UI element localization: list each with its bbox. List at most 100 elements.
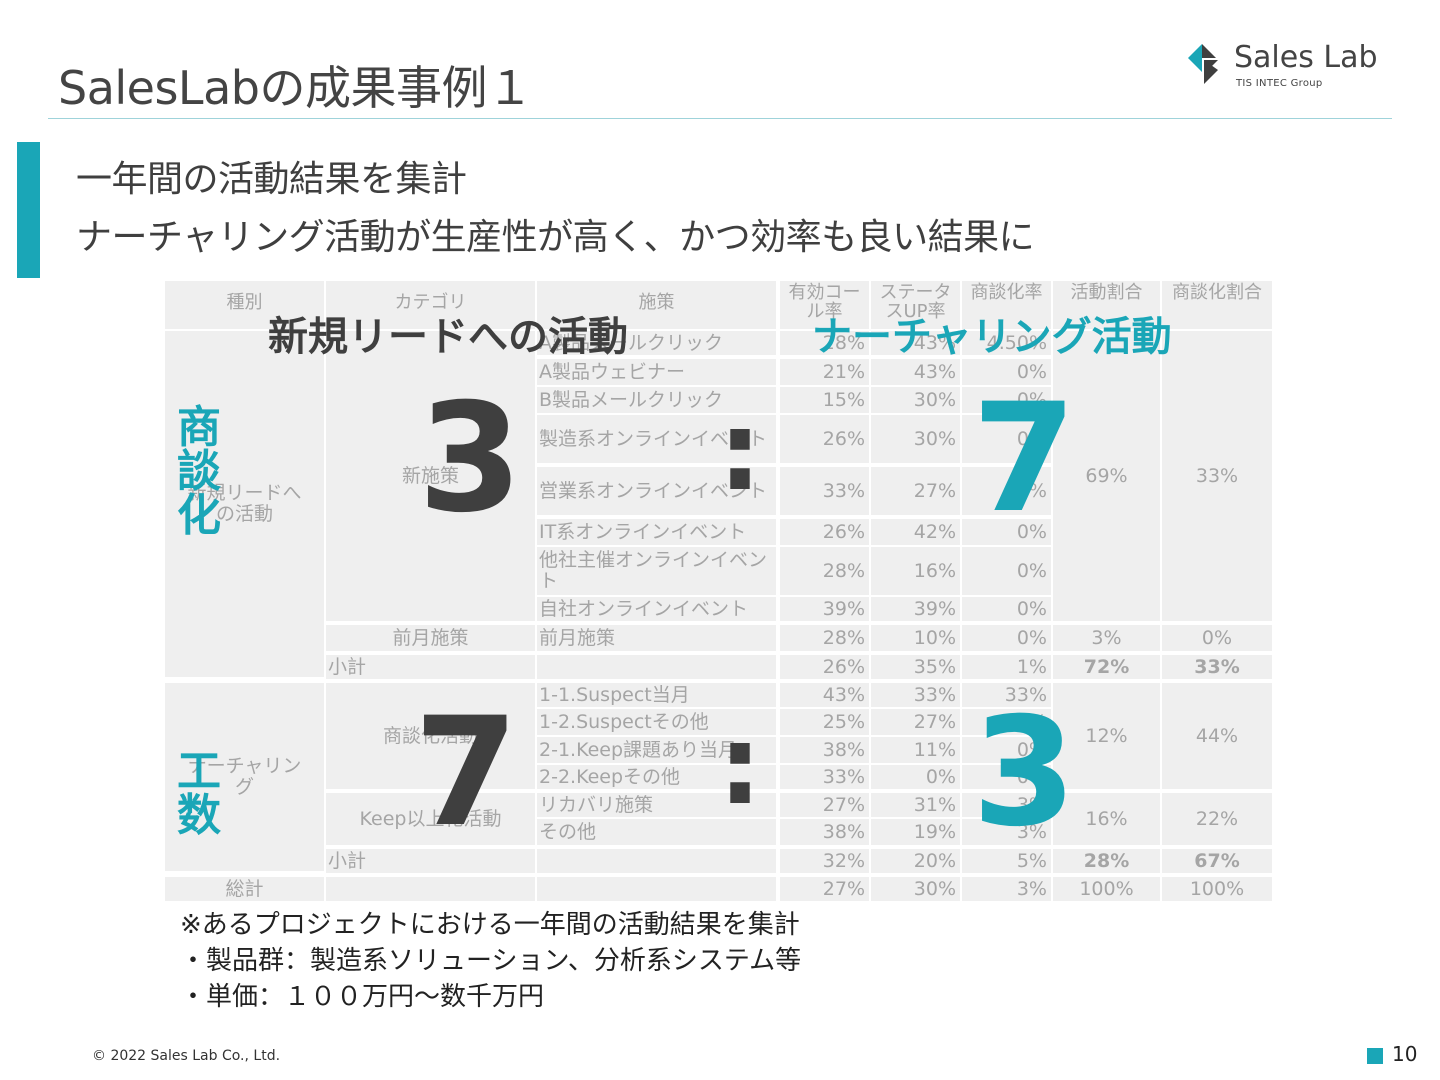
table-cell: 0% bbox=[962, 467, 1051, 515]
table-cell: 30% bbox=[871, 415, 960, 463]
page-number: 10 bbox=[1392, 1042, 1418, 1066]
table-cell: 19% bbox=[871, 819, 960, 845]
subtotal-cell: 35% bbox=[871, 655, 960, 679]
overlay-new-leads-heading: 新規リードへの活動 bbox=[268, 314, 628, 360]
ratio-effort-new: 7 bbox=[414, 686, 519, 860]
logo-name: Sales Lab bbox=[1234, 40, 1378, 75]
header-type: 種別 bbox=[165, 281, 324, 329]
table-row: 1-2.Suspectその他 bbox=[537, 709, 776, 735]
table-row: 製造系オンラインイベント bbox=[537, 415, 776, 463]
header-deal-rate: 商談化率 bbox=[962, 281, 1051, 329]
new-activity-share: 69% bbox=[1053, 331, 1160, 621]
headline-line-1: 一年間の活動結果を集計 bbox=[76, 159, 467, 200]
total-cell: 100% bbox=[1053, 877, 1160, 901]
table-row: 1-1.Suspect当月 bbox=[537, 683, 776, 707]
table-row: 営業系オンラインイベント bbox=[537, 467, 776, 515]
note-line: ・製品群：製造系ソリューション、分析系システム等 bbox=[180, 946, 802, 976]
subtotal-cell: 67% bbox=[1162, 849, 1272, 873]
table-cell: 33% bbox=[962, 683, 1051, 707]
table-cell: 33% bbox=[871, 683, 960, 707]
ratio-deal-nurture: 7 bbox=[972, 372, 1077, 546]
subtotal-cell: 20% bbox=[871, 849, 960, 873]
table-row: その他 bbox=[537, 819, 776, 845]
table-cell: 43% bbox=[780, 683, 869, 707]
table-cell: 0% bbox=[962, 519, 1051, 545]
overlay-nurturing-heading: ナーチャリング活動 bbox=[812, 314, 1172, 360]
table-cell: 3% bbox=[962, 819, 1051, 845]
table-cell: 43% bbox=[871, 331, 960, 355]
subtotal-cell: 26% bbox=[780, 655, 869, 679]
table-row: 他社主催オンラインイベント bbox=[537, 547, 776, 595]
overlay-effort-label: 工数 bbox=[174, 750, 224, 838]
subtotal-cell: 33% bbox=[1162, 655, 1272, 679]
table-cell: 16% bbox=[871, 547, 960, 595]
header-category: カテゴリ bbox=[326, 281, 535, 329]
table-row: A製品ウェビナー bbox=[537, 359, 776, 385]
table-cell: 27% bbox=[871, 467, 960, 515]
table-cell: 42% bbox=[871, 519, 960, 545]
logo-mark-icon bbox=[1188, 44, 1218, 84]
table-cell: 11% bbox=[871, 737, 960, 763]
total-blank bbox=[537, 877, 776, 901]
keep-deal-share: 22% bbox=[1162, 793, 1272, 845]
table-cell: 0% bbox=[962, 359, 1051, 385]
ratio-deal-separator: : bbox=[718, 387, 762, 515]
table-cell: 39% bbox=[871, 597, 960, 621]
table-cell: 3% bbox=[962, 793, 1051, 817]
subtotal-nurture-blank bbox=[537, 849, 776, 873]
table-cell: 38% bbox=[780, 737, 869, 763]
table-cell: 0% bbox=[962, 737, 1051, 763]
header-measure: 施策 bbox=[537, 281, 776, 329]
page-title: SalesLabの成果事例１ bbox=[58, 61, 533, 115]
header-deal-share: 商談化割合 bbox=[1162, 281, 1272, 329]
table-cell: 0% bbox=[962, 597, 1051, 621]
category-keep-activity: Keep以上化活動 bbox=[326, 793, 535, 845]
table-cell: 38% bbox=[780, 819, 869, 845]
table-cell: 10% bbox=[871, 625, 960, 651]
total-blank bbox=[326, 877, 535, 901]
table-cell: 43% bbox=[871, 359, 960, 385]
new-deal-share: 33% bbox=[1162, 331, 1272, 621]
logo: Sales Lab TIS INTEC Group bbox=[1180, 40, 1392, 92]
keep-activity-share: 16% bbox=[1053, 793, 1160, 845]
table-cell: 27% bbox=[871, 709, 960, 735]
table-cell: 28% bbox=[780, 547, 869, 595]
total-cell: 27% bbox=[780, 877, 869, 901]
logo-subtitle: TIS INTEC Group bbox=[1236, 78, 1323, 89]
table-cell: 21% bbox=[780, 359, 869, 385]
table-row: A製品メールクリック bbox=[537, 331, 776, 355]
table-row: B製品メールクリック bbox=[537, 387, 776, 413]
headline-line-2: ナーチャリング活動が生産性が高く、かつ効率も良い結果に bbox=[76, 217, 1035, 258]
table-cell: 28% bbox=[780, 625, 869, 651]
total-cell: 100% bbox=[1162, 877, 1272, 901]
category-deal-activity: 商談化活動 bbox=[326, 683, 535, 789]
ratio-effort-separator: : bbox=[718, 701, 762, 829]
title-divider bbox=[48, 118, 1392, 119]
category-prev-month: 前月施策 bbox=[326, 625, 535, 651]
table-cell: 31% bbox=[871, 793, 960, 817]
copyright: © 2022 Sales Lab Co., Ltd. bbox=[92, 1048, 281, 1064]
category-new-measure: 新施策 bbox=[326, 331, 535, 621]
table-row: 2-1.Keep課題あり当月 bbox=[537, 737, 776, 763]
table-cell: 3% bbox=[1053, 625, 1160, 651]
headline-accent-bar bbox=[17, 142, 40, 278]
table-row: リカバリ施策 bbox=[537, 793, 776, 817]
header-call-rate: 有効コール率 bbox=[780, 281, 869, 329]
table-cell: 30% bbox=[871, 387, 960, 413]
overlay-deal-label-text: 商談化 bbox=[177, 402, 221, 541]
table-cell: 27% bbox=[780, 793, 869, 817]
table-row: 前月施策 bbox=[537, 625, 776, 651]
subtotal-cell: 5% bbox=[962, 849, 1051, 873]
table-cell: 33% bbox=[780, 765, 869, 789]
table-cell: 0% bbox=[962, 625, 1051, 651]
table-row: 自社オンラインイベント bbox=[537, 597, 776, 621]
note-line: ・単価：１００万円～数千万円 bbox=[180, 982, 545, 1012]
overlay-deal-label: 商談化 bbox=[174, 406, 224, 538]
table-cell: 0% bbox=[871, 765, 960, 789]
total-cell: 30% bbox=[871, 877, 960, 901]
total-label: 総計 bbox=[165, 877, 324, 901]
table-cell: 0% bbox=[962, 415, 1051, 463]
group-nurturing: ナーチャリング bbox=[165, 683, 324, 871]
table-cell: 25% bbox=[780, 709, 869, 735]
deal-activity-share: 12% bbox=[1053, 683, 1160, 789]
